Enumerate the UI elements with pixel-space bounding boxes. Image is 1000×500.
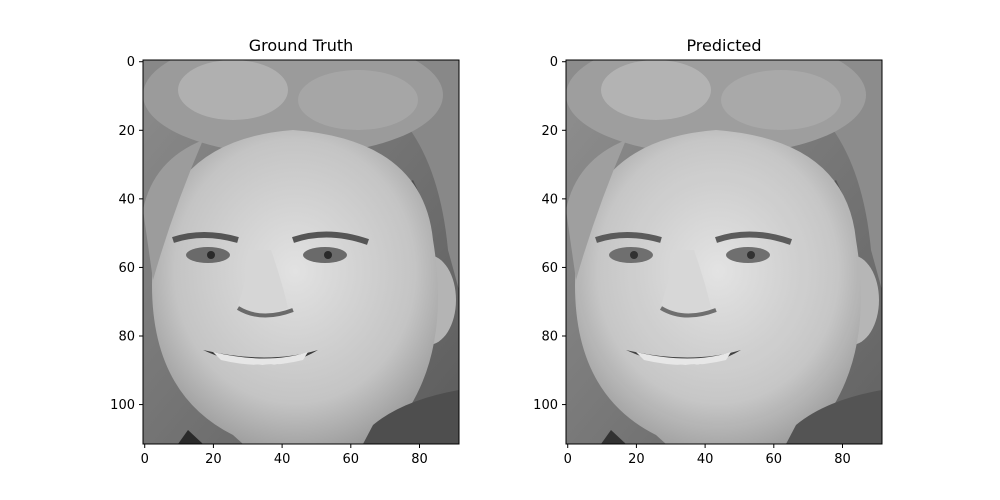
x-tick-label: 0 <box>141 452 149 467</box>
y-tick-label: 0 <box>550 55 558 70</box>
x-tick-label: 20 <box>628 452 645 467</box>
x-tick-label: 80 <box>411 452 428 467</box>
x-tick-label: 0 <box>564 452 572 467</box>
y-tick-label: 100 <box>110 398 135 413</box>
x-tick-label: 40 <box>274 452 291 467</box>
x-tick-label: 20 <box>205 452 222 467</box>
x-tick-label: 80 <box>834 452 851 467</box>
x-axis: 0 20 40 60 80 <box>564 444 851 467</box>
y-axis: 0 20 40 60 80 100 <box>110 55 143 413</box>
y-tick-label: 0 <box>127 55 135 70</box>
face-image <box>566 60 882 444</box>
y-tick-label: 80 <box>541 330 558 345</box>
x-tick-label: 60 <box>343 452 360 467</box>
x-tick-label: 60 <box>766 452 783 467</box>
y-tick-label: 20 <box>541 124 558 139</box>
y-tick-label: 60 <box>118 261 135 276</box>
panel-predicted: Predicted 0 20 40 60 80 0 20 40 60 80 100 <box>533 36 883 467</box>
x-axis: 0 20 40 60 80 <box>141 444 428 467</box>
panel-title: Predicted <box>686 36 761 55</box>
y-tick-label: 100 <box>533 398 558 413</box>
y-tick-label: 40 <box>541 192 558 207</box>
axes-frame <box>142 59 460 445</box>
y-axis: 0 20 40 60 80 100 <box>533 55 566 413</box>
x-tick-label: 40 <box>697 452 714 467</box>
y-tick-label: 60 <box>541 261 558 276</box>
face-image <box>138 35 459 444</box>
y-tick-label: 40 <box>118 192 135 207</box>
panel-ground-truth: Ground Truth 0 20 40 60 80 0 20 40 60 80 100 <box>110 35 460 467</box>
y-tick-label: 20 <box>118 124 135 139</box>
y-tick-label: 80 <box>118 330 135 345</box>
panel-title: Ground Truth <box>249 36 354 55</box>
axes-frame <box>565 59 883 445</box>
